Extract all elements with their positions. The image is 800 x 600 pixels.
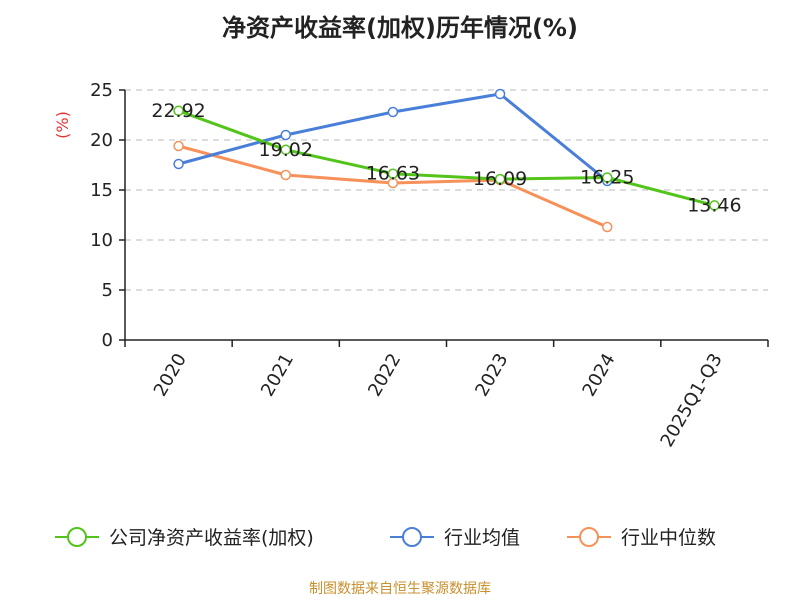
data-label: 19.02 — [259, 139, 313, 161]
series — [173, 88, 720, 233]
y-tick-label: 5 — [102, 280, 113, 301]
legend-marker — [402, 527, 422, 547]
axes: 0 5 10 15 20 25 (%) 2020 2021 2022 2023 2024 2025Q1-… — [53, 80, 769, 451]
legend-marker — [579, 527, 599, 547]
x-tick-label: 2023 — [471, 350, 512, 400]
y-tick-label: 25 — [90, 80, 113, 101]
source-note: 制图数据来自恒生聚源数据库 — [309, 581, 491, 597]
data-label: 22.92 — [151, 100, 205, 122]
legend: 公司净资产收益率(加权) 行业均值 行业中位数 — [55, 527, 716, 549]
x-tick-label: 2024 — [578, 350, 619, 400]
data-point — [280, 129, 291, 141]
data-point — [280, 169, 291, 181]
legend-marker — [67, 527, 87, 547]
data-point — [280, 144, 291, 156]
data-point — [387, 168, 399, 179]
y-tick-label: 15 — [90, 180, 113, 201]
data-label: 16.25 — [580, 167, 634, 189]
data-point — [709, 200, 720, 211]
data-point — [387, 106, 399, 118]
series-line — [178, 109, 715, 207]
data-labels: 22.92 19.02 16.63 16.09 16.25 13.46 — [151, 100, 741, 217]
x-tick-label: 2021 — [257, 350, 298, 400]
x-tick-label: 2022 — [364, 350, 405, 400]
legend-label: 行业中位数 — [621, 527, 716, 549]
y-tick-label: 20 — [90, 130, 113, 151]
data-label: 16.09 — [473, 168, 527, 190]
chart-title: 净资产收益率(加权)历年情况(%) — [222, 14, 578, 42]
data-point — [173, 105, 184, 117]
legend-label: 公司净资产收益率(加权) — [109, 527, 314, 549]
data-point — [173, 140, 184, 152]
x-tick-label: 2025Q1-Q3 — [656, 350, 726, 451]
data-label: 13.46 — [687, 194, 741, 216]
data-point — [173, 158, 184, 170]
data-label: 16.63 — [366, 163, 420, 185]
data-point — [494, 173, 506, 185]
x-tick-label: 2020 — [150, 350, 191, 400]
data-point — [602, 221, 613, 233]
legend-label: 行业均值 — [444, 527, 520, 549]
grid — [125, 89, 768, 291]
data-point — [602, 172, 613, 183]
y-axis-label: (%) — [53, 111, 72, 139]
y-tick-label: 10 — [90, 230, 113, 251]
y-tick-label: 0 — [102, 330, 113, 351]
data-point — [494, 88, 506, 100]
